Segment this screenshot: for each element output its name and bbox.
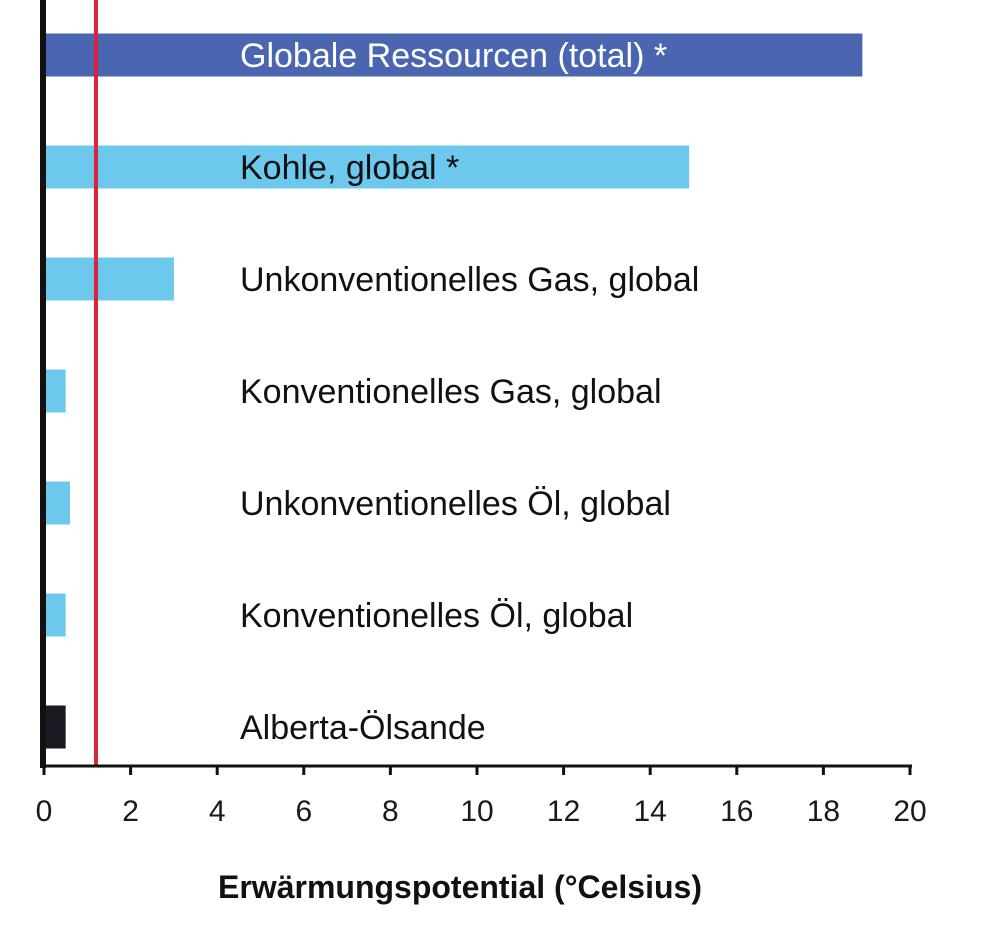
bar bbox=[44, 145, 690, 189]
x-tick-label: 4 bbox=[209, 795, 226, 828]
bar-label: Unkonventionelles Gas, global bbox=[240, 261, 699, 299]
x-tick-label: 2 bbox=[122, 795, 139, 828]
bar-label: Alberta-Ölsande bbox=[240, 709, 486, 747]
bar bbox=[44, 33, 863, 77]
bar-label: Konventionelles Gas, global bbox=[240, 373, 662, 411]
bar bbox=[44, 705, 66, 749]
x-tick-label: 12 bbox=[547, 795, 580, 828]
x-axis-title: Erwärmungspotential (°Celsius) bbox=[218, 869, 702, 905]
x-tick-label: 14 bbox=[634, 795, 667, 828]
x-tick-label: 10 bbox=[460, 795, 493, 828]
x-tick-label: 8 bbox=[382, 795, 399, 828]
x-tick-label: 0 bbox=[36, 795, 53, 828]
bar bbox=[44, 257, 174, 301]
x-tick-label: 6 bbox=[295, 795, 312, 828]
bar bbox=[44, 481, 70, 525]
bar bbox=[44, 369, 66, 413]
x-ticks-layer: 0 2 4 6 8 10 12 14 16 18 20 bbox=[36, 766, 927, 828]
x-tick-label: 20 bbox=[893, 795, 926, 828]
bar-label: Globale Ressourcen (total) * bbox=[240, 37, 667, 75]
bar-labels-layer: Globale Ressourcen (total) * Kohle, globa… bbox=[240, 37, 699, 747]
bar bbox=[44, 593, 66, 637]
bar-label: Unkonventionelles Öl, global bbox=[240, 485, 671, 523]
bar-label: Konventionelles Öl, global bbox=[240, 597, 633, 635]
bars-layer bbox=[44, 33, 863, 749]
x-tick-label: 16 bbox=[720, 795, 753, 828]
bar-label: Kohle, global * bbox=[240, 149, 459, 187]
x-tick-label: 18 bbox=[807, 795, 840, 828]
